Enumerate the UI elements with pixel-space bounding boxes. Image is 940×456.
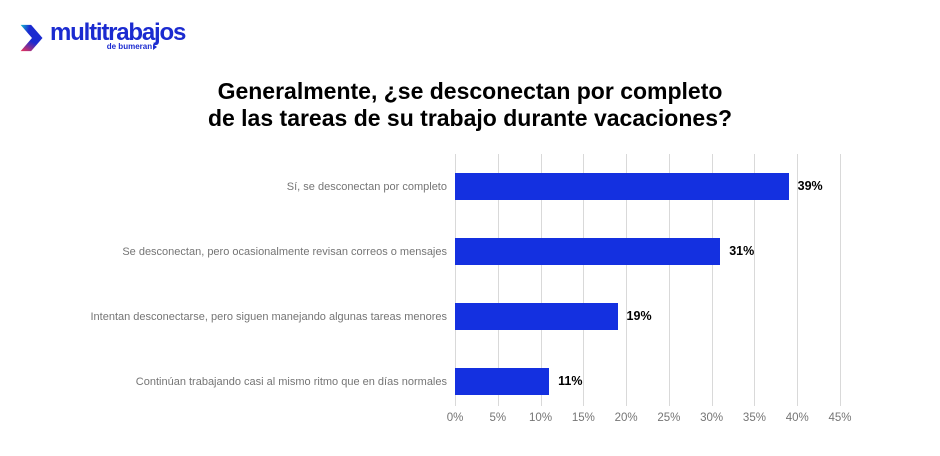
logo-brand: multitrabajos: [50, 19, 186, 46]
x-axis-tick-label: 35%: [742, 412, 766, 424]
x-axis-tick-label: 0%: [446, 412, 464, 424]
logo: multitrabajos de bumeran: [18, 19, 186, 55]
x-axis-tick-label: 30%: [700, 412, 724, 424]
x-gridline: [540, 154, 542, 406]
x-axis-tick-label: 45%: [828, 412, 852, 424]
x-axis-tick-label: 20%: [614, 412, 638, 424]
x-gridline: [840, 154, 841, 406]
bar-value-label: 11%: [558, 373, 583, 388]
x-axis-tick-label: 15%: [571, 412, 595, 424]
x-gridline: [754, 154, 756, 406]
logo-subtitle: de bumeran: [106, 42, 153, 51]
x-gridline: [626, 154, 628, 406]
bar: [455, 173, 789, 200]
x-axis-tick-label: 40%: [785, 412, 809, 424]
x-gridline: [583, 154, 585, 406]
x-gridline: [797, 154, 799, 406]
bumeran-chevron-icon: [153, 43, 158, 50]
bar: [455, 368, 550, 395]
logo-text: multitrabajos de bumeran: [50, 19, 186, 52]
category-label: Continúan trabajando casi al mismo ritmo…: [135, 375, 447, 388]
x-axis-tick-label: 10%: [529, 412, 553, 424]
category-label: Sí, se desconectan por completo: [286, 180, 447, 193]
multitrabajos-chevron-icon: [20, 24, 43, 52]
category-label: Intentan desconectarse, pero siguen mane…: [90, 310, 447, 323]
bar: [455, 303, 618, 330]
chart-title: Generalmente, ¿se desconectan por comple…: [0, 78, 940, 132]
x-gridline: [455, 154, 456, 406]
chart-title-line1: Generalmente, ¿se desconectan por comple…: [217, 78, 723, 104]
logo-subtitle-row: de bumeran: [50, 42, 185, 51]
x-gridline: [668, 154, 670, 406]
x-axis-tick-label: 5%: [489, 412, 507, 424]
x-axis-tick-label: 25%: [657, 412, 681, 424]
bar-value-label: 19%: [626, 308, 652, 323]
chart-title-line2: de las tareas de su trabajo durante vaca…: [207, 105, 733, 131]
bar-value-label: 31%: [729, 243, 755, 258]
x-gridline: [711, 154, 713, 406]
x-gridline: [497, 154, 499, 406]
category-label: Se desconectan, pero ocasionalmente revi…: [122, 245, 447, 258]
bar: [455, 238, 721, 265]
bar-value-label: 39%: [797, 178, 823, 193]
